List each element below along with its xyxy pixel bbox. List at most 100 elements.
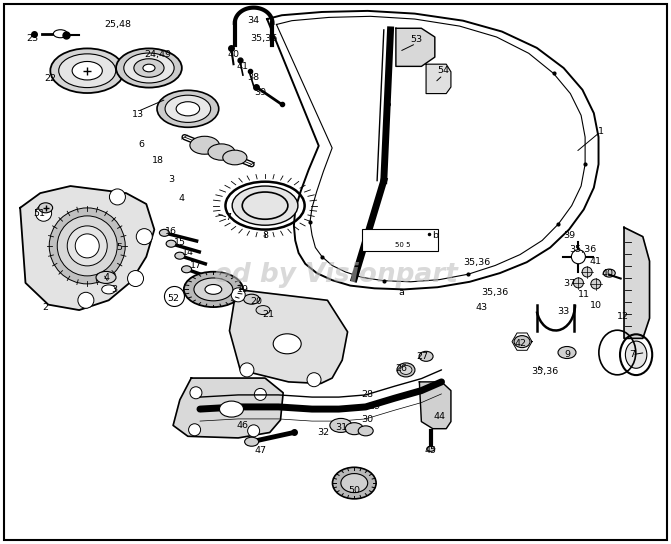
Circle shape: [136, 228, 152, 245]
Text: 6: 6: [138, 140, 144, 149]
Text: 47: 47: [254, 446, 266, 455]
Ellipse shape: [397, 363, 415, 377]
Text: 26: 26: [395, 364, 407, 373]
Text: 31: 31: [335, 423, 347, 431]
Circle shape: [78, 292, 94, 308]
Circle shape: [240, 363, 254, 377]
Text: 7: 7: [629, 350, 635, 359]
Text: 21: 21: [262, 310, 274, 319]
Ellipse shape: [558, 347, 576, 358]
Text: 40: 40: [601, 269, 613, 277]
Text: 20: 20: [250, 298, 262, 306]
Text: 3: 3: [111, 285, 117, 294]
Text: 32: 32: [317, 428, 329, 437]
Polygon shape: [624, 227, 650, 338]
Ellipse shape: [123, 53, 174, 83]
Text: 13: 13: [132, 110, 144, 119]
Text: 50: 50: [348, 486, 360, 495]
Ellipse shape: [427, 446, 435, 452]
Ellipse shape: [419, 351, 433, 361]
Circle shape: [190, 387, 202, 399]
Text: 14: 14: [182, 249, 194, 257]
Text: 45: 45: [425, 446, 437, 455]
Text: 51: 51: [33, 209, 45, 218]
Ellipse shape: [176, 102, 200, 116]
Text: 33: 33: [558, 307, 570, 316]
Text: 50 5: 50 5: [395, 242, 411, 248]
Text: 5: 5: [117, 243, 122, 252]
Text: 39: 39: [563, 231, 575, 239]
Text: 34: 34: [248, 16, 260, 25]
Text: 37: 37: [563, 280, 575, 288]
Ellipse shape: [190, 136, 219, 154]
Text: 30: 30: [362, 416, 374, 424]
Text: 38: 38: [248, 73, 260, 82]
Text: 27: 27: [417, 352, 429, 361]
Text: 12: 12: [617, 312, 629, 321]
Text: 35,36: 35,36: [463, 258, 490, 267]
Ellipse shape: [39, 203, 52, 213]
Circle shape: [75, 234, 99, 258]
Ellipse shape: [182, 266, 191, 273]
Text: 4: 4: [103, 273, 109, 282]
Text: 35,36: 35,36: [250, 34, 277, 42]
Text: 16: 16: [165, 227, 177, 236]
Text: 43: 43: [476, 303, 488, 312]
Ellipse shape: [346, 423, 363, 435]
Circle shape: [67, 226, 107, 266]
Ellipse shape: [208, 144, 235, 160]
Text: 8: 8: [262, 231, 268, 239]
Ellipse shape: [50, 48, 124, 93]
Circle shape: [231, 288, 245, 302]
Bar: [362, 230, 438, 251]
Text: 53: 53: [410, 35, 422, 44]
Text: 41: 41: [237, 62, 249, 71]
Circle shape: [582, 267, 592, 277]
Ellipse shape: [157, 90, 219, 127]
Ellipse shape: [245, 437, 258, 446]
Text: 25,48: 25,48: [104, 20, 131, 29]
Text: 40: 40: [227, 50, 240, 59]
Text: 3: 3: [168, 175, 174, 184]
Text: b: b: [432, 231, 437, 239]
Text: 18: 18: [152, 156, 164, 165]
Text: 44: 44: [433, 412, 446, 421]
Text: 22: 22: [44, 75, 56, 83]
Text: 15: 15: [174, 238, 186, 246]
Text: 17: 17: [190, 261, 202, 270]
Ellipse shape: [400, 366, 412, 374]
Ellipse shape: [160, 230, 169, 236]
Polygon shape: [419, 382, 451, 429]
Text: 29: 29: [368, 403, 380, 411]
Circle shape: [572, 250, 585, 264]
Text: 23: 23: [26, 34, 38, 42]
Text: 1: 1: [598, 127, 603, 136]
Text: 24,49: 24,49: [144, 50, 171, 59]
Text: 10: 10: [590, 301, 602, 310]
Ellipse shape: [166, 240, 176, 247]
Ellipse shape: [625, 341, 647, 368]
Ellipse shape: [358, 426, 373, 436]
Ellipse shape: [116, 48, 182, 88]
Ellipse shape: [184, 272, 243, 307]
Polygon shape: [229, 289, 348, 384]
Ellipse shape: [54, 30, 67, 38]
Text: 54: 54: [437, 66, 449, 75]
Ellipse shape: [273, 334, 301, 354]
Polygon shape: [20, 186, 154, 310]
Circle shape: [127, 270, 144, 287]
Ellipse shape: [244, 294, 260, 304]
Text: 11: 11: [578, 290, 590, 299]
Ellipse shape: [134, 59, 164, 77]
Text: 28: 28: [362, 390, 374, 399]
Text: 35,36: 35,36: [569, 245, 596, 254]
Text: 9: 9: [564, 350, 570, 359]
Text: a: a: [399, 288, 404, 297]
Ellipse shape: [341, 473, 368, 493]
Text: 19: 19: [237, 285, 249, 294]
Text: 4: 4: [178, 194, 184, 203]
Ellipse shape: [205, 285, 221, 294]
Ellipse shape: [59, 54, 116, 88]
Ellipse shape: [514, 336, 530, 348]
Text: 39: 39: [254, 88, 266, 97]
